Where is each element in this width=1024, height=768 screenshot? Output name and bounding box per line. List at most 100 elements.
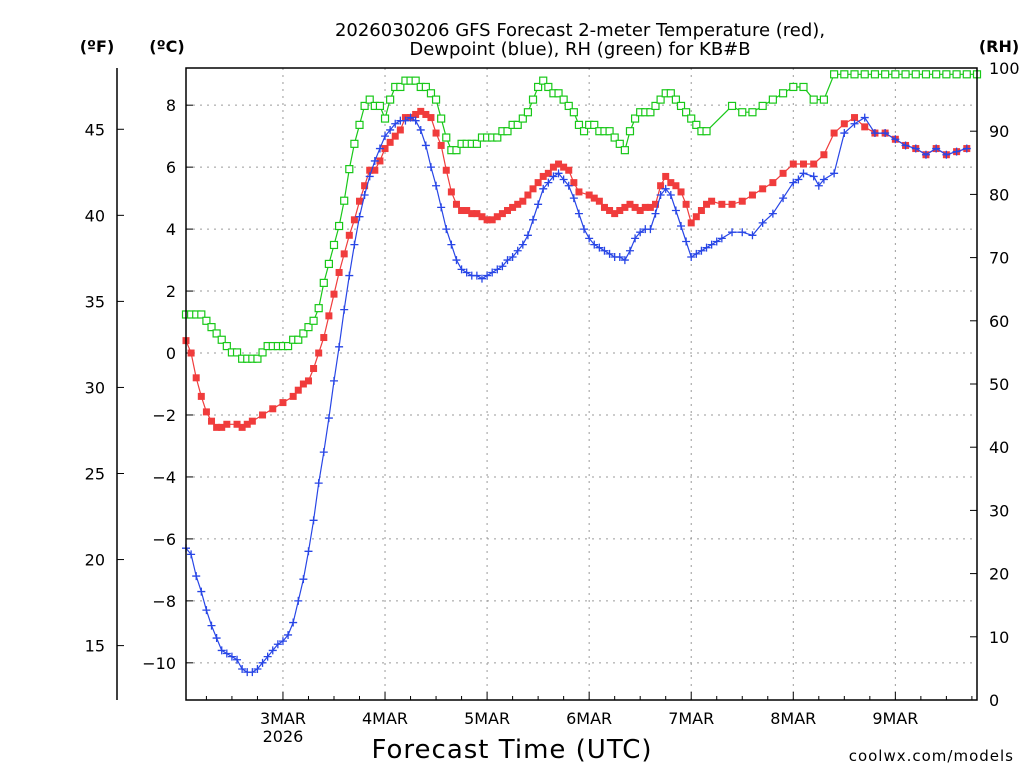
temperature-line <box>185 110 967 429</box>
rh-tick-label: 0 <box>989 691 999 710</box>
temperature-point <box>315 349 323 357</box>
plot-frame <box>185 67 978 701</box>
dewpoint-point <box>197 587 206 596</box>
temperature-point <box>570 179 578 187</box>
temperature-point <box>606 207 614 215</box>
rh-point <box>523 108 533 117</box>
rh-point <box>727 101 737 111</box>
rh-tick-label: 60 <box>989 312 1009 331</box>
temperature-point <box>820 151 828 159</box>
dewpoint-point <box>789 178 798 187</box>
celsius-tick-label: 0 <box>166 344 176 363</box>
temperature-point <box>310 365 318 373</box>
dewpoint-point <box>406 113 415 122</box>
x-tick-label: 7MAR <box>668 709 714 728</box>
dewpoint-point <box>345 271 354 280</box>
dewpoint-point <box>814 181 823 190</box>
dewpoint-point <box>840 129 849 138</box>
rh-point <box>528 95 538 104</box>
temperature-point <box>769 179 777 187</box>
rh-point <box>962 70 971 79</box>
fahrenheit-tick-label: 30 <box>85 378 105 397</box>
temperature-point <box>519 197 527 205</box>
temperature-point <box>810 160 818 168</box>
rh-point <box>380 114 390 123</box>
rh-point <box>253 354 262 363</box>
rh-point <box>932 70 941 79</box>
dewpoint-point <box>421 141 430 150</box>
rh-point <box>590 120 599 129</box>
dewpoint-point <box>768 209 777 218</box>
dewpoint-point <box>304 547 313 556</box>
dewpoint-point <box>677 222 686 230</box>
rh-point <box>355 120 364 129</box>
temperature-point <box>371 166 379 174</box>
dewpoint-point <box>457 265 466 274</box>
dewpoint-point <box>758 218 767 227</box>
temperature-point <box>830 129 838 137</box>
dewpoint-point <box>809 172 818 181</box>
rh-point <box>579 127 589 136</box>
dewpoint-point <box>212 634 221 643</box>
temperature-point <box>682 200 690 208</box>
dewpoint-point <box>202 606 211 615</box>
dewpoint-point <box>615 252 624 261</box>
temperature-point <box>672 182 680 190</box>
rh-point <box>386 95 395 104</box>
dewpoint-point <box>559 175 568 184</box>
temperature-point <box>422 110 430 118</box>
dewpoint-point <box>426 163 435 172</box>
rh-point <box>345 165 354 174</box>
dewpoint-point <box>799 169 808 178</box>
temperature-point <box>432 129 440 137</box>
rh-point <box>232 348 242 357</box>
dewpoint-point <box>263 652 272 661</box>
rh-point <box>850 70 859 79</box>
temperature-point <box>708 197 716 205</box>
dewpoint-point <box>697 246 706 255</box>
dewpoint-point <box>569 194 578 203</box>
dewpoint-point <box>539 184 548 193</box>
rh-point <box>396 82 405 92</box>
temperature-point <box>514 200 522 208</box>
dewpoint-point <box>222 649 231 658</box>
rh-point <box>554 89 563 98</box>
dewpoint-point <box>375 144 384 153</box>
dewpoint-point <box>493 265 502 274</box>
x-axis-label: Forecast Time (UTC) <box>371 735 652 765</box>
rh-point <box>702 127 711 136</box>
rh-point <box>334 221 344 231</box>
fahrenheit-tick-label: 40 <box>85 206 105 225</box>
temperature-point <box>412 110 420 118</box>
rh-point <box>197 310 206 319</box>
rh-point <box>283 341 293 351</box>
rh-point <box>819 95 829 104</box>
series-layer <box>181 70 982 677</box>
rh-point <box>340 196 349 205</box>
dewpoint-point <box>830 169 839 178</box>
rh-point <box>493 133 502 142</box>
dewpoint-point <box>411 116 420 125</box>
temperature-point <box>555 160 563 168</box>
x-tick-label: 9MAR <box>872 709 918 728</box>
temperature-point <box>325 312 333 320</box>
temperature-point <box>524 191 532 199</box>
rh-point <box>258 348 267 357</box>
rh-point <box>605 127 614 136</box>
rh-point <box>452 146 461 155</box>
fahrenheit-tick-label: 35 <box>85 292 105 311</box>
dewpoint-point <box>738 228 747 237</box>
temperature-point <box>248 417 256 425</box>
rh-point <box>212 329 221 338</box>
rh-point <box>539 76 548 85</box>
rh-tick-label: 30 <box>989 501 1009 520</box>
temperature-point <box>238 423 246 431</box>
temperature-point <box>657 182 665 190</box>
temperature-point <box>651 200 659 208</box>
dewpoint-point <box>401 116 410 125</box>
dewpoint-point <box>253 665 262 674</box>
dewpoint-point <box>477 274 486 283</box>
temperature-point <box>197 392 205 400</box>
x-tick-label: 3MAR <box>260 709 306 728</box>
dewpoint-point <box>355 212 364 221</box>
